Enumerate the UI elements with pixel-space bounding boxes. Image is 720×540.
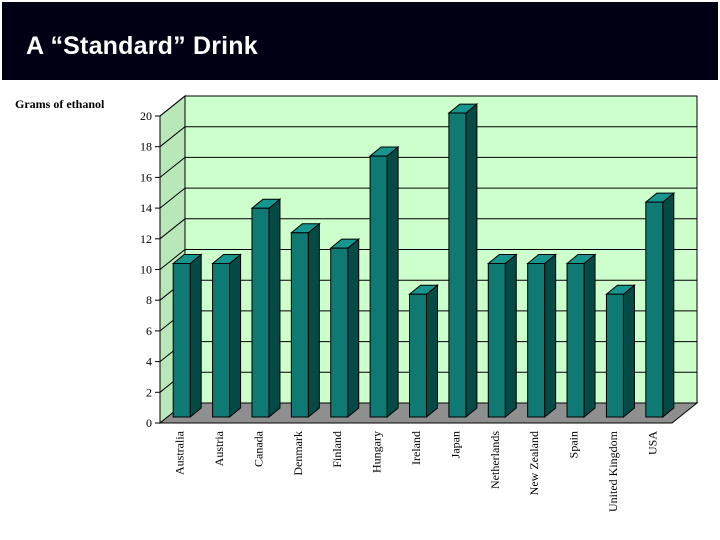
bar-front: [645, 201, 664, 418]
bar-front: [409, 293, 427, 418]
x-tick-label: New Zealand: [527, 431, 541, 495]
y-tick-label: 6: [146, 324, 152, 338]
bar-front: [212, 263, 231, 418]
bar: [447, 103, 479, 419]
y-tick-label: 14: [140, 201, 152, 215]
bar-side: [583, 253, 596, 419]
y-tick-label: 4: [146, 355, 152, 369]
bar: [408, 284, 439, 419]
x-tick-label: Denmark: [291, 431, 305, 476]
x-tick-label: Japan: [448, 431, 462, 458]
y-tick-label: 10: [140, 263, 152, 277]
gridline-diagonal: [159, 218, 186, 240]
bar-side: [465, 103, 478, 419]
bar-side: [268, 198, 281, 419]
bar-side: [426, 284, 438, 419]
gridline-diagonal: [159, 126, 186, 148]
bar: [211, 253, 242, 419]
bar-front: [566, 263, 585, 418]
bar-front: [290, 232, 309, 418]
bar-front: [448, 112, 467, 418]
y-axis-label: Grams of ethanol: [15, 97, 105, 111]
bar-front: [527, 263, 546, 418]
bar-side: [504, 253, 517, 419]
y-tick-label: 12: [140, 232, 152, 246]
bar-front: [487, 263, 506, 418]
y-tick-label: 20: [140, 109, 152, 123]
bar: [329, 238, 361, 419]
bar: [289, 222, 321, 419]
bar-side: [189, 253, 202, 419]
bar-front: [251, 207, 270, 418]
x-tick-label: Ireland: [409, 431, 423, 465]
x-tick-label: Austria: [212, 430, 226, 466]
bar: [526, 253, 558, 419]
x-tick-label: United Kingdom: [606, 430, 620, 512]
gridline-diagonal: [159, 95, 186, 117]
x-tick-label: Canada: [251, 430, 265, 467]
bar-side: [544, 253, 557, 419]
bar-side: [229, 253, 242, 419]
x-tick-label: Finland: [330, 431, 344, 468]
gridline-diagonal: [159, 187, 186, 209]
x-tick-label: Hungary: [370, 431, 384, 473]
bar-side: [622, 284, 635, 419]
x-tick-label: Spain: [567, 431, 581, 458]
bar-side: [347, 238, 360, 419]
bar: [644, 192, 676, 419]
bar: [486, 253, 518, 419]
title-bar: A “Standard” Drink: [2, 2, 718, 80]
bar-side: [662, 192, 675, 419]
y-tick-label: 2: [146, 385, 152, 399]
bar: [250, 198, 282, 419]
y-tick-label: 18: [140, 140, 152, 154]
x-tick-label: USA: [645, 431, 659, 455]
bar: [171, 253, 203, 419]
bar: [605, 284, 636, 419]
slide-title: A “Standard” Drink: [26, 32, 258, 60]
bar-front: [369, 155, 388, 418]
y-tick-label: 16: [140, 170, 152, 184]
bar-front: [172, 263, 191, 418]
y-tick-label: 8: [146, 293, 152, 307]
gridline-diagonal: [159, 157, 186, 178]
x-tick-label: Netherlands: [488, 431, 502, 489]
bar-front: [330, 247, 349, 418]
bar-side: [386, 145, 399, 419]
y-tick-label: 0: [146, 416, 152, 430]
bar: [565, 253, 597, 419]
gridline-diagonal: [159, 249, 186, 270]
bar-side: [307, 222, 320, 419]
x-tick-label: Australia: [173, 430, 187, 475]
bar: [368, 145, 400, 419]
bar-front: [605, 293, 624, 418]
